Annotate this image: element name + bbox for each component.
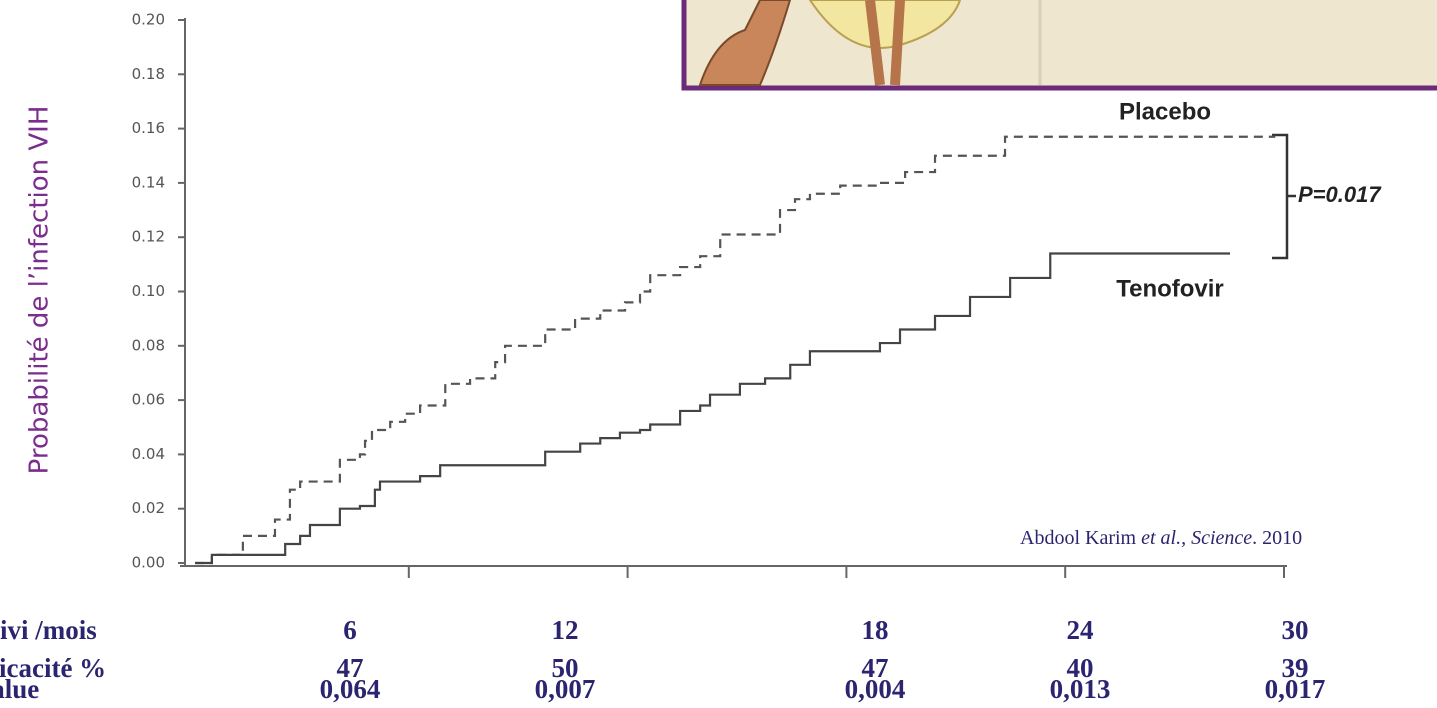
p-bracket bbox=[1272, 135, 1296, 258]
y-tick-label: 0.10 bbox=[132, 282, 165, 300]
table-cell: 6 bbox=[343, 615, 357, 645]
table-cell: 0,004 bbox=[845, 674, 906, 704]
y-tick-label: 0.02 bbox=[132, 499, 165, 517]
y-tick-label: 0.04 bbox=[132, 445, 165, 463]
y-tick-label: 0.14 bbox=[132, 173, 165, 191]
citation-year: . 2010 bbox=[1252, 527, 1302, 549]
illustration bbox=[684, 0, 1437, 88]
y-tick-label: 0.08 bbox=[132, 336, 165, 354]
y-tick-label: 0.18 bbox=[132, 65, 165, 83]
table-cell: 12 bbox=[552, 615, 579, 645]
table-cell: 18 bbox=[862, 615, 889, 645]
table-cell: 30 bbox=[1282, 615, 1309, 645]
table-cell: 0,013 bbox=[1050, 674, 1111, 704]
table-cell: 0,007 bbox=[535, 674, 596, 704]
table-cell: 0,017 bbox=[1265, 674, 1326, 704]
y-tick-label: 0.20 bbox=[132, 11, 165, 29]
citation-source: et al., Science bbox=[1141, 527, 1252, 549]
chart: Probabilité de l’infection VIH P=0.017 A… bbox=[0, 0, 1437, 708]
p-annotation: P=0.017 bbox=[1298, 182, 1382, 207]
y-tick-label: 0.12 bbox=[132, 228, 165, 246]
table-row-label: Suivi /mois bbox=[0, 615, 97, 645]
citation: Abdool Karim et al., Science. 2010 bbox=[1020, 527, 1302, 549]
step-line bbox=[195, 253, 1230, 563]
series-label: Placebo bbox=[1119, 98, 1211, 125]
y-axis-label: Probabilité de l’infection VIH bbox=[25, 106, 55, 475]
y-tick-label: 0.00 bbox=[132, 554, 165, 572]
step-line bbox=[195, 137, 1275, 563]
y-tick-label: 0.16 bbox=[132, 119, 165, 137]
series-label: Tenofovir bbox=[1116, 275, 1224, 302]
y-tick-label: 0.06 bbox=[132, 391, 165, 409]
citation-authors: Abdool Karim bbox=[1020, 527, 1141, 549]
table-cell: 24 bbox=[1067, 615, 1094, 645]
table-cell: 0,064 bbox=[320, 674, 381, 704]
table-row-label: P value bbox=[0, 674, 39, 704]
